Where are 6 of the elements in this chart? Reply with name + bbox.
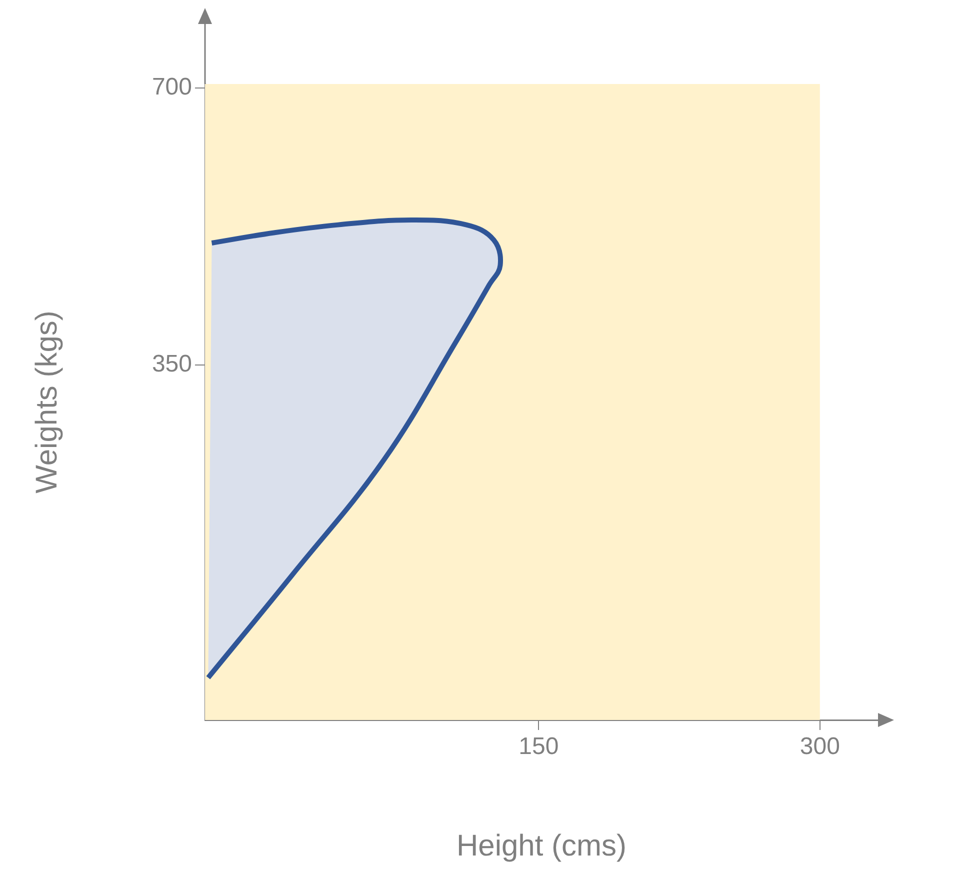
- y-tick-label: 350: [152, 350, 192, 378]
- x-tick-label: 300: [800, 733, 840, 760]
- y-axis-title: Weights (kgs): [30, 310, 64, 494]
- y-tick-label: 700: [152, 74, 192, 101]
- x-tick-label: 150: [518, 733, 559, 760]
- x-axis-title: Height (cms): [456, 829, 627, 862]
